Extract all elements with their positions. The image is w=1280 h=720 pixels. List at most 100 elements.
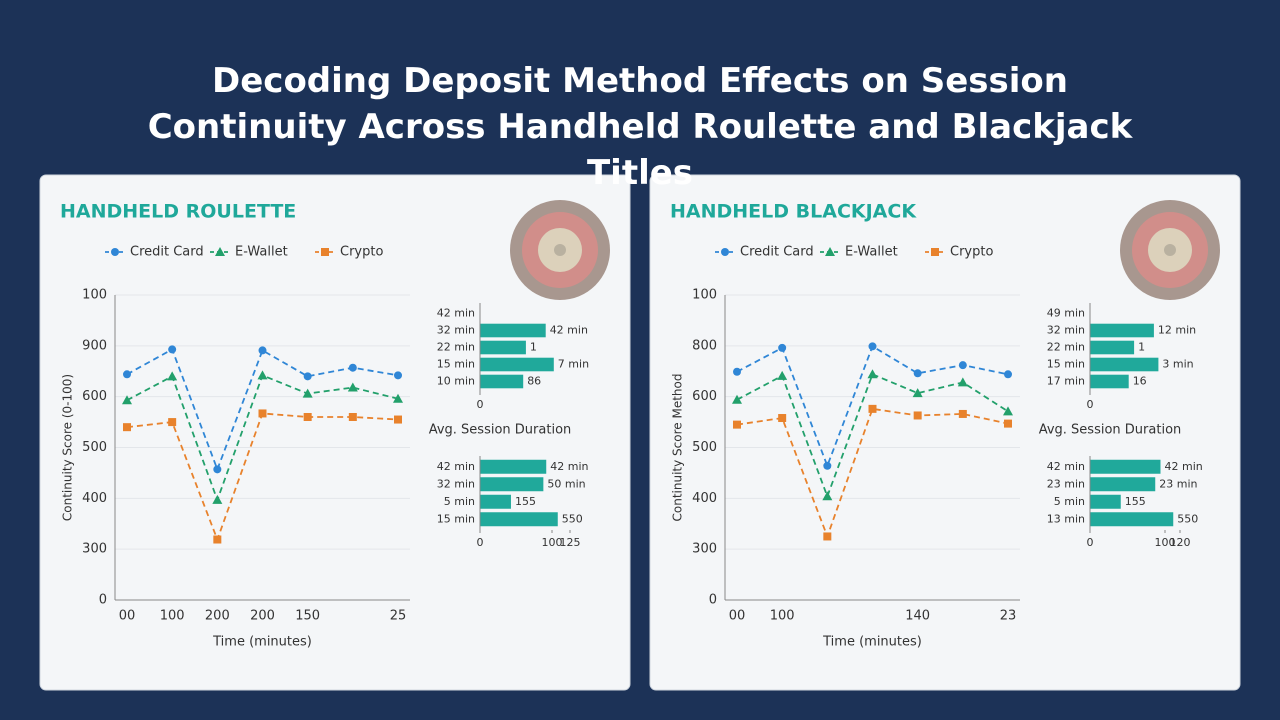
bar-label: 23 min xyxy=(1159,477,1197,490)
point xyxy=(347,382,358,392)
point xyxy=(957,377,968,387)
category-label: 15 min xyxy=(437,358,475,371)
bar-label: 42 min xyxy=(550,460,588,473)
point xyxy=(321,248,329,256)
point xyxy=(394,371,402,380)
point xyxy=(258,346,267,355)
point xyxy=(868,404,877,413)
x-tick-label: 23 xyxy=(1000,609,1017,624)
roulette-decoration xyxy=(510,200,1220,300)
y-tick-label: 600 xyxy=(692,389,717,404)
category-label: 32 min xyxy=(437,324,475,337)
bar xyxy=(1090,477,1156,492)
panel xyxy=(39,174,631,691)
category-label: 15 min xyxy=(1047,358,1085,371)
bar xyxy=(480,494,511,509)
x-tick-label: 100 xyxy=(542,536,563,549)
point xyxy=(867,369,878,379)
bar-label: 550 xyxy=(1177,512,1198,525)
point xyxy=(868,342,877,351)
point xyxy=(913,369,922,378)
point xyxy=(167,371,178,381)
x-tick-label: 100 xyxy=(770,609,795,624)
point xyxy=(825,247,835,256)
point xyxy=(111,248,119,256)
point xyxy=(958,361,967,370)
point xyxy=(778,414,787,423)
point xyxy=(122,395,132,405)
point xyxy=(958,409,967,418)
bar xyxy=(1090,374,1129,389)
category-label: 15 min xyxy=(437,512,475,525)
bar-label: 3 min xyxy=(1162,358,1193,371)
bar xyxy=(1090,494,1121,509)
point xyxy=(393,393,403,403)
point xyxy=(348,363,357,372)
bar-label: 1 xyxy=(530,341,537,354)
x-tick-label: 140 xyxy=(905,609,930,624)
point xyxy=(1004,419,1012,428)
bar xyxy=(480,340,526,355)
bar-label: 155 xyxy=(515,495,536,508)
x-tick-label: 120 xyxy=(1170,536,1191,549)
category-label: 5 min xyxy=(1054,495,1085,508)
y-tick-label: 500 xyxy=(82,440,107,455)
point xyxy=(733,367,741,376)
x-tick-label: 00 xyxy=(729,609,746,624)
x-tick-label: 100 xyxy=(1155,536,1176,549)
bar-label: 42 min xyxy=(550,324,588,337)
x-tick-label: 150 xyxy=(295,609,320,624)
x-tick-label: 125 xyxy=(560,536,581,549)
point xyxy=(258,409,267,418)
x-tick-label: 00 xyxy=(119,609,136,624)
point xyxy=(123,423,131,432)
legend-label: Credit Card xyxy=(740,245,814,260)
x-tick-label: 0 xyxy=(477,536,484,549)
category-label: 32 min xyxy=(1047,324,1085,337)
y-axis-label: Continuity Score Method xyxy=(671,374,685,522)
bar xyxy=(480,357,554,372)
bar xyxy=(480,323,546,338)
legend-label: Crypto xyxy=(950,245,993,260)
bar xyxy=(1090,323,1154,338)
point xyxy=(394,415,402,424)
category-label: 22 min xyxy=(1047,341,1085,354)
y-tick-label: 500 xyxy=(692,440,717,455)
legend-label: Crypto xyxy=(340,245,383,260)
x-tick-label: 200 xyxy=(205,609,230,624)
bar-label: 86 xyxy=(527,375,541,388)
point xyxy=(733,420,741,429)
bar-label: 550 xyxy=(562,512,583,525)
point xyxy=(303,413,312,421)
x-axis-label: Time (minutes) xyxy=(822,635,922,650)
y-tick-label: 400 xyxy=(82,491,107,506)
bar xyxy=(480,374,524,389)
point xyxy=(1004,370,1012,379)
y-tick-label: 600 xyxy=(82,389,107,404)
point xyxy=(1003,406,1013,416)
point xyxy=(732,394,742,404)
point xyxy=(777,370,788,380)
point xyxy=(212,494,223,504)
y-tick-label: 100 xyxy=(692,288,717,303)
point xyxy=(822,491,833,501)
bar xyxy=(1090,357,1159,372)
point xyxy=(931,248,939,256)
bar xyxy=(480,477,544,492)
x-tick-label: 25 xyxy=(390,609,407,624)
point xyxy=(257,370,268,380)
point xyxy=(778,343,787,352)
y-tick-label: 400 xyxy=(692,491,717,506)
panel xyxy=(649,174,1241,691)
category-label: 10 min xyxy=(437,375,475,388)
y-tick-label: 0 xyxy=(99,593,107,608)
y-tick-label: 900 xyxy=(82,338,107,353)
point xyxy=(348,413,357,421)
x-tick-label: 200 xyxy=(250,609,275,624)
category-label: 5 min xyxy=(444,495,475,508)
category-label: 42 min xyxy=(437,460,475,473)
bar-label: 50 min xyxy=(547,477,585,490)
category-label: 42 min xyxy=(437,307,475,320)
